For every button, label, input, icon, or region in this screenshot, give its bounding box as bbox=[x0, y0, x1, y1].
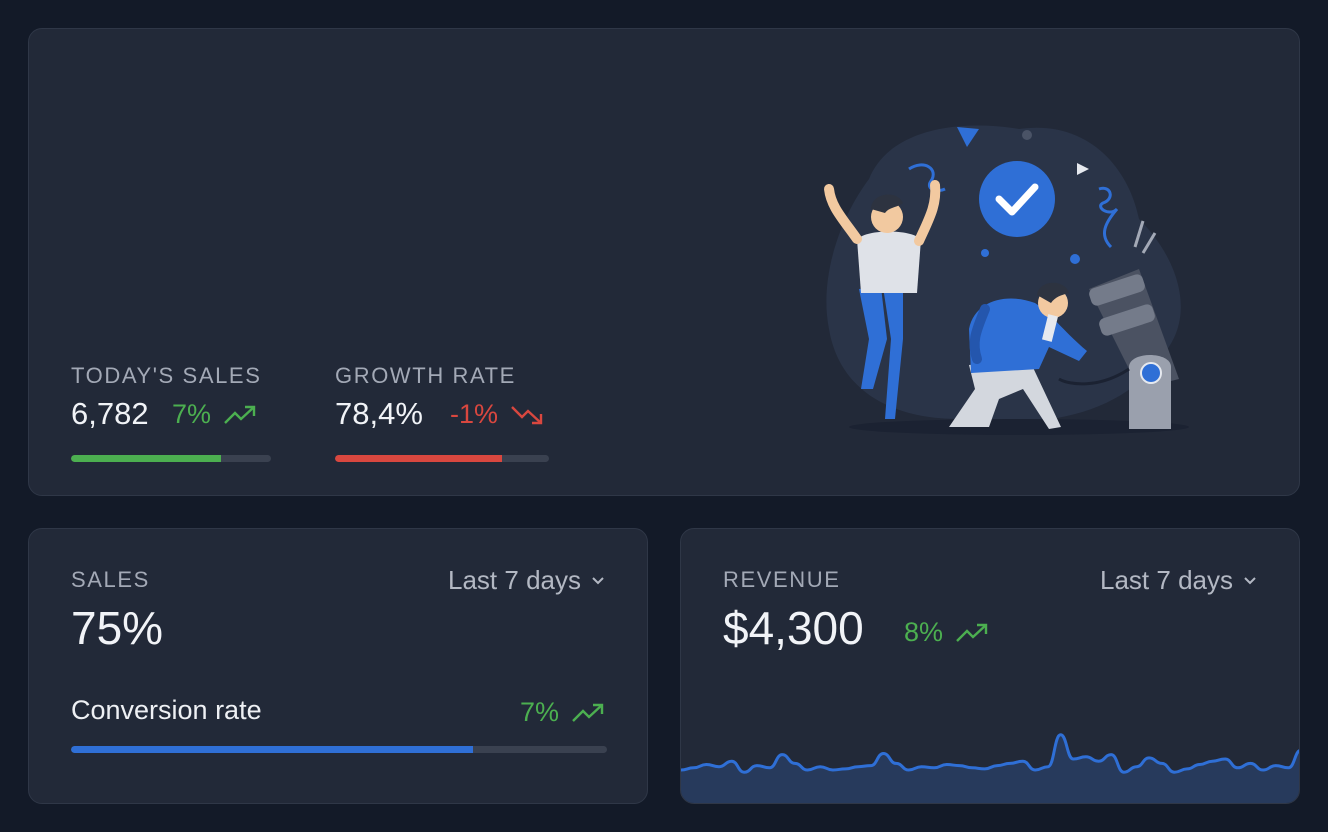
celebration-illustration bbox=[824, 125, 1189, 435]
conversion-rate-delta: 7% bbox=[520, 697, 605, 728]
revenue-delta: 8% bbox=[904, 617, 989, 648]
trending-up-icon bbox=[224, 405, 256, 424]
chevron-down-icon bbox=[1244, 576, 1256, 584]
todays-sales-progress bbox=[71, 455, 271, 462]
todays-sales-delta: 7% bbox=[172, 399, 257, 430]
sales-range-label: Last 7 days bbox=[448, 565, 581, 595]
revenue-value: $4,300 bbox=[723, 602, 864, 654]
person-kneeling-illustration bbox=[949, 282, 1087, 429]
conversion-rate-label: Conversion rate bbox=[71, 695, 262, 725]
growth-rate-delta: -1% bbox=[450, 399, 544, 430]
check-circle-icon bbox=[979, 161, 1055, 237]
revenue-card: REVENUE $4,300 8% Last 7 days bbox=[680, 528, 1300, 804]
sales-card: SALES 75% Last 7 days Conversion rate 7% bbox=[28, 528, 648, 804]
trending-down-icon bbox=[511, 405, 543, 424]
revenue-delta-text: 8% bbox=[904, 617, 944, 647]
growth-rate-progress bbox=[335, 455, 549, 462]
conversion-rate-progress bbox=[71, 746, 607, 753]
todays-sales-progress-fill bbox=[71, 455, 221, 462]
chevron-down-icon bbox=[592, 576, 604, 584]
person-celebrating-illustration bbox=[824, 180, 941, 419]
conversion-rate-delta-text: 7% bbox=[519, 697, 559, 727]
growth-rate-value: 78,4% bbox=[335, 396, 423, 431]
trending-up-icon bbox=[572, 703, 604, 722]
growth-rate-delta-text: -1% bbox=[450, 399, 499, 429]
revenue-sparkline-chart bbox=[681, 733, 1299, 803]
trending-up-icon bbox=[956, 623, 988, 642]
todays-sales-value: 6,782 bbox=[71, 396, 149, 431]
conversion-rate-progress-fill bbox=[71, 746, 473, 753]
todays-sales-label: TODAY'S SALES bbox=[71, 363, 262, 388]
revenue-label: REVENUE bbox=[723, 567, 841, 592]
revenue-range-label: Last 7 days bbox=[1100, 565, 1233, 595]
hero-card: TODAY'S SALES 6,782 7% GROWTH RATE 78,4%… bbox=[28, 28, 1300, 496]
revenue-range-dropdown[interactable]: Last 7 days bbox=[1100, 565, 1257, 596]
growth-rate-label: GROWTH RATE bbox=[335, 363, 516, 388]
sales-range-dropdown[interactable]: Last 7 days bbox=[448, 565, 605, 596]
growth-rate-progress-fill bbox=[335, 455, 502, 462]
todays-sales-delta-text: 7% bbox=[172, 399, 212, 429]
sales-label: SALES bbox=[71, 567, 150, 592]
cannon-illustration bbox=[1058, 269, 1179, 429]
revenue-line bbox=[681, 733, 1299, 774]
sales-value: 75% bbox=[71, 602, 164, 654]
